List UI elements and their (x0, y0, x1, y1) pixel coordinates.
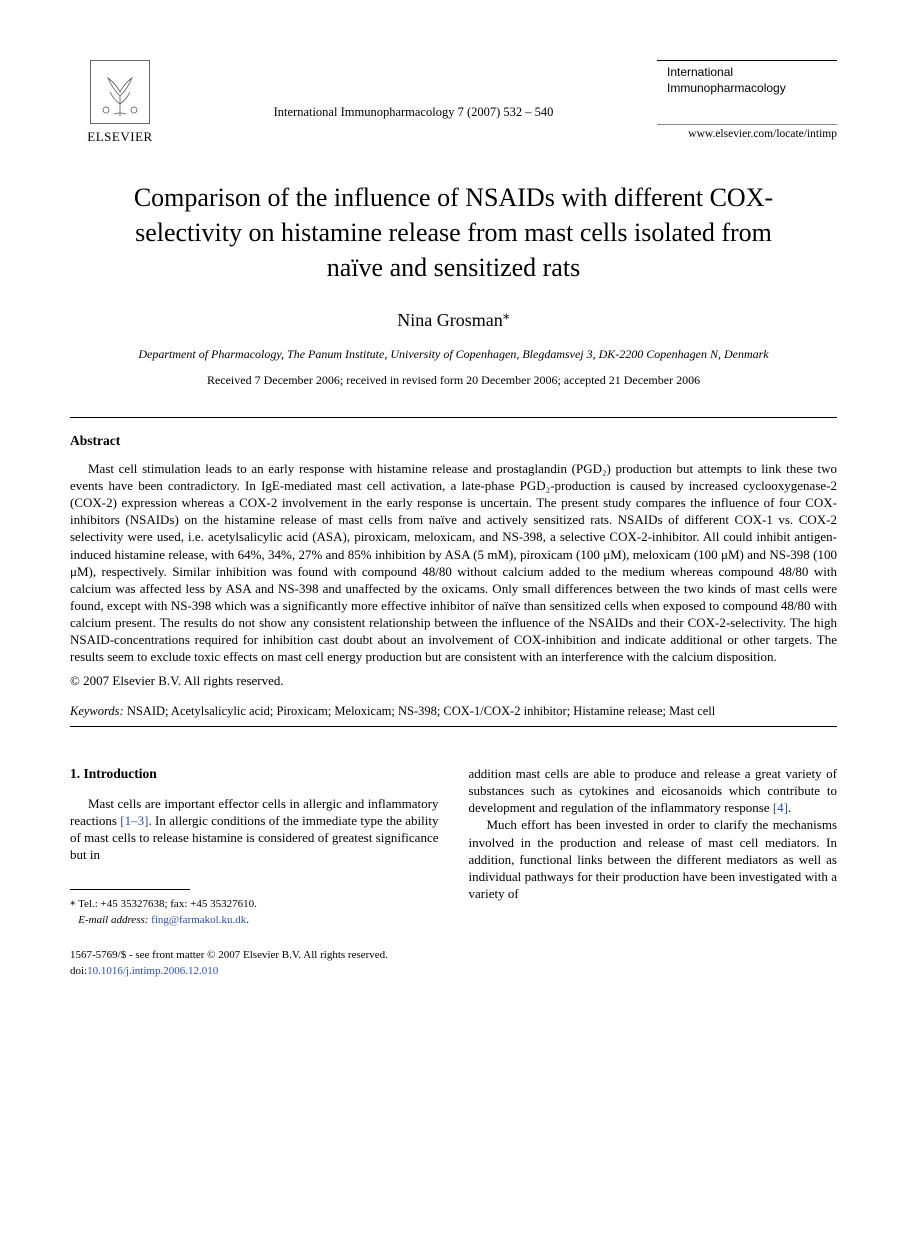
front-matter: 1567-5769/$ - see front matter © 2007 El… (70, 948, 439, 979)
author-email[interactable]: fing@farmakol.ku.dk (151, 914, 246, 926)
abstract-heading: Abstract (70, 432, 837, 450)
column-left: 1. Introduction Mast cells are important… (70, 765, 439, 979)
email-label: E-mail address: (78, 914, 148, 926)
corresponding-footnote: ⁎ Tel.: +45 35327638; fax: +45 35327610.… (70, 895, 439, 928)
ref-link-4[interactable]: [4] (773, 800, 788, 815)
issn-line: 1567-5769/$ - see front matter © 2007 El… (70, 949, 388, 961)
abstract-top-rule (70, 417, 837, 418)
footnote-mark: ⁎ (70, 896, 76, 908)
email-suffix: . (246, 914, 249, 926)
journal-title-line2: Immunopharmacology (667, 81, 786, 95)
intro-para-1: Mast cells are important effector cells … (70, 795, 439, 864)
publisher-block: ELSEVIER (70, 60, 170, 146)
elsevier-tree-icon (90, 60, 150, 124)
footnote-contact: Tel.: +45 35327638; fax: +45 35327610. (78, 898, 257, 910)
keywords-list: NSAID; Acetylsalicylic acid; Piroxicam; … (127, 704, 715, 718)
keywords-label: Keywords: (70, 704, 124, 718)
body-columns: 1. Introduction Mast cells are important… (70, 765, 837, 979)
corresponding-author-mark: ⁎ (503, 308, 510, 323)
author-name: Nina Grosman (397, 310, 502, 330)
journal-block: International Immunopharmacology www.els… (657, 60, 837, 143)
abstract-bottom-rule (70, 726, 837, 727)
publisher-name: ELSEVIER (87, 128, 152, 146)
journal-title: International Immunopharmacology (657, 60, 837, 96)
article-title: Comparison of the influence of NSAIDs wi… (110, 180, 797, 285)
author-line: Nina Grosman⁎ (70, 307, 837, 332)
citation-line: International Immunopharmacology 7 (2007… (170, 60, 657, 121)
doi-label: doi: (70, 965, 87, 977)
footnote-separator (70, 889, 190, 890)
ref-link-1-3[interactable]: [1–3] (120, 813, 148, 828)
abstract-body: Mast cell stimulation leads to an early … (70, 460, 837, 666)
section-title: Introduction (84, 766, 157, 781)
section-heading: 1. Introduction (70, 765, 439, 783)
journal-title-line1: International (667, 65, 733, 79)
keywords-line: Keywords: NSAID; Acetylsalicylic acid; P… (70, 703, 837, 720)
affiliation: Department of Pharmacology, The Panum In… (90, 346, 817, 362)
intro-para-1-cont: addition mast cells are able to produce … (469, 765, 838, 816)
abstract-text: Mast cell stimulation leads to an early … (70, 461, 837, 665)
journal-url[interactable]: www.elsevier.com/locate/intimp (657, 124, 837, 143)
abstract-copyright: © 2007 Elsevier B.V. All rights reserved… (70, 672, 837, 690)
column-right: addition mast cells are able to produce … (469, 765, 838, 979)
intro-para-2: Much effort has been invested in order t… (469, 816, 838, 902)
page-header: ELSEVIER International Immunopharmacolog… (70, 60, 837, 146)
doi-link[interactable]: 10.1016/j.intimp.2006.12.010 (87, 965, 218, 977)
article-dates: Received 7 December 2006; received in re… (70, 372, 837, 388)
section-number: 1. (70, 766, 80, 781)
